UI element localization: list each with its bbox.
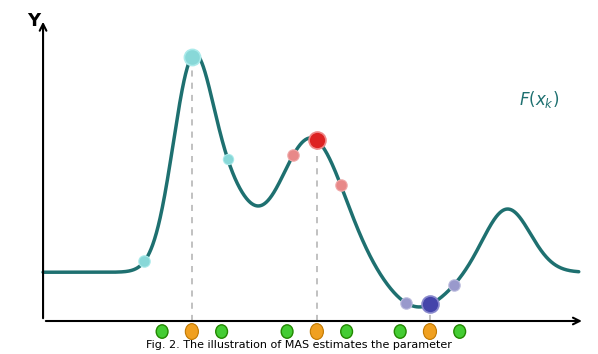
Ellipse shape — [394, 325, 406, 338]
Ellipse shape — [156, 325, 168, 338]
Ellipse shape — [454, 325, 466, 338]
Point — [336, 182, 346, 188]
Point — [288, 153, 298, 158]
Text: Y: Y — [28, 12, 41, 30]
Point — [449, 282, 459, 288]
Point — [336, 182, 346, 188]
Point — [139, 258, 149, 264]
Point — [449, 282, 459, 288]
Text: Fig. 2. The illustration of MAS estimates the parameter: Fig. 2. The illustration of MAS estimate… — [146, 341, 452, 350]
Point — [312, 137, 322, 143]
Point — [401, 300, 411, 306]
Point — [223, 156, 233, 162]
Point — [187, 54, 197, 59]
Point — [425, 302, 435, 307]
Point — [425, 302, 435, 307]
Ellipse shape — [423, 324, 437, 339]
Text: $F(x_k)$: $F(x_k)$ — [519, 89, 560, 110]
Point — [288, 153, 298, 158]
Point — [187, 54, 197, 59]
Ellipse shape — [185, 324, 199, 339]
Point — [223, 156, 233, 162]
Ellipse shape — [281, 325, 293, 338]
Ellipse shape — [341, 325, 352, 338]
Point — [312, 137, 322, 143]
Point — [139, 258, 149, 264]
Point — [401, 300, 411, 306]
Ellipse shape — [310, 324, 324, 339]
Ellipse shape — [216, 325, 227, 338]
